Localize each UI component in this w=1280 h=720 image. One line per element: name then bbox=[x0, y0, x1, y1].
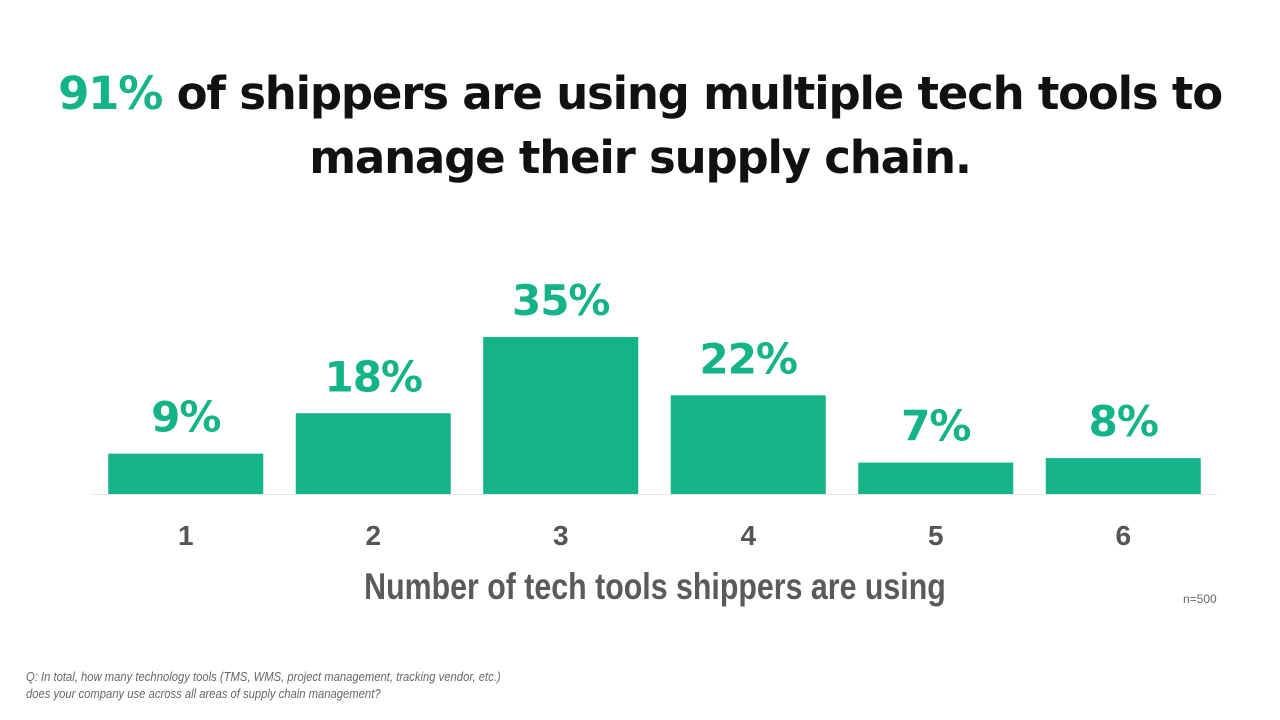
x-axis-label: Number of tech tools shippers are using bbox=[364, 566, 946, 607]
bar-1 bbox=[108, 453, 264, 494]
data-label-6: 8% bbox=[1089, 397, 1158, 446]
bar-2 bbox=[295, 413, 451, 494]
x-tick-label: 5 bbox=[928, 520, 944, 551]
bar-4 bbox=[670, 395, 826, 494]
bar-5 bbox=[858, 462, 1014, 494]
footnote: Q: In total, how many technology tools (… bbox=[26, 669, 501, 703]
title-highlight: 91% bbox=[58, 67, 163, 120]
x-tick-label: 1 bbox=[178, 520, 194, 551]
footnote-line-2: does your company use across all areas o… bbox=[26, 687, 381, 701]
x-tick-label: 2 bbox=[365, 520, 381, 551]
title-text: of shippers are using multiple tech tool… bbox=[162, 67, 1223, 184]
footnote-line-1: Q: In total, how many technology tools (… bbox=[26, 670, 501, 684]
x-tick-label: 3 bbox=[553, 520, 569, 551]
x-tick-label: 4 bbox=[740, 520, 756, 551]
data-label-5: 7% bbox=[901, 402, 970, 451]
bar-6 bbox=[1045, 458, 1201, 494]
data-label-2: 18% bbox=[324, 352, 422, 401]
page-title: 91% of shippers are using multiple tech … bbox=[0, 62, 1280, 190]
sample-size: n=500 bbox=[1183, 592, 1217, 606]
data-label-4: 22% bbox=[699, 334, 797, 383]
data-label-1: 9% bbox=[151, 393, 220, 442]
x-tick-label: 6 bbox=[1115, 520, 1131, 551]
bar-3 bbox=[483, 337, 639, 494]
data-label-3: 35% bbox=[512, 276, 610, 325]
